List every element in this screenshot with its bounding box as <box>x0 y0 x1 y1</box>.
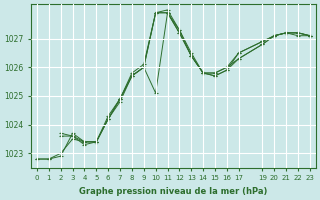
X-axis label: Graphe pression niveau de la mer (hPa): Graphe pression niveau de la mer (hPa) <box>79 187 268 196</box>
